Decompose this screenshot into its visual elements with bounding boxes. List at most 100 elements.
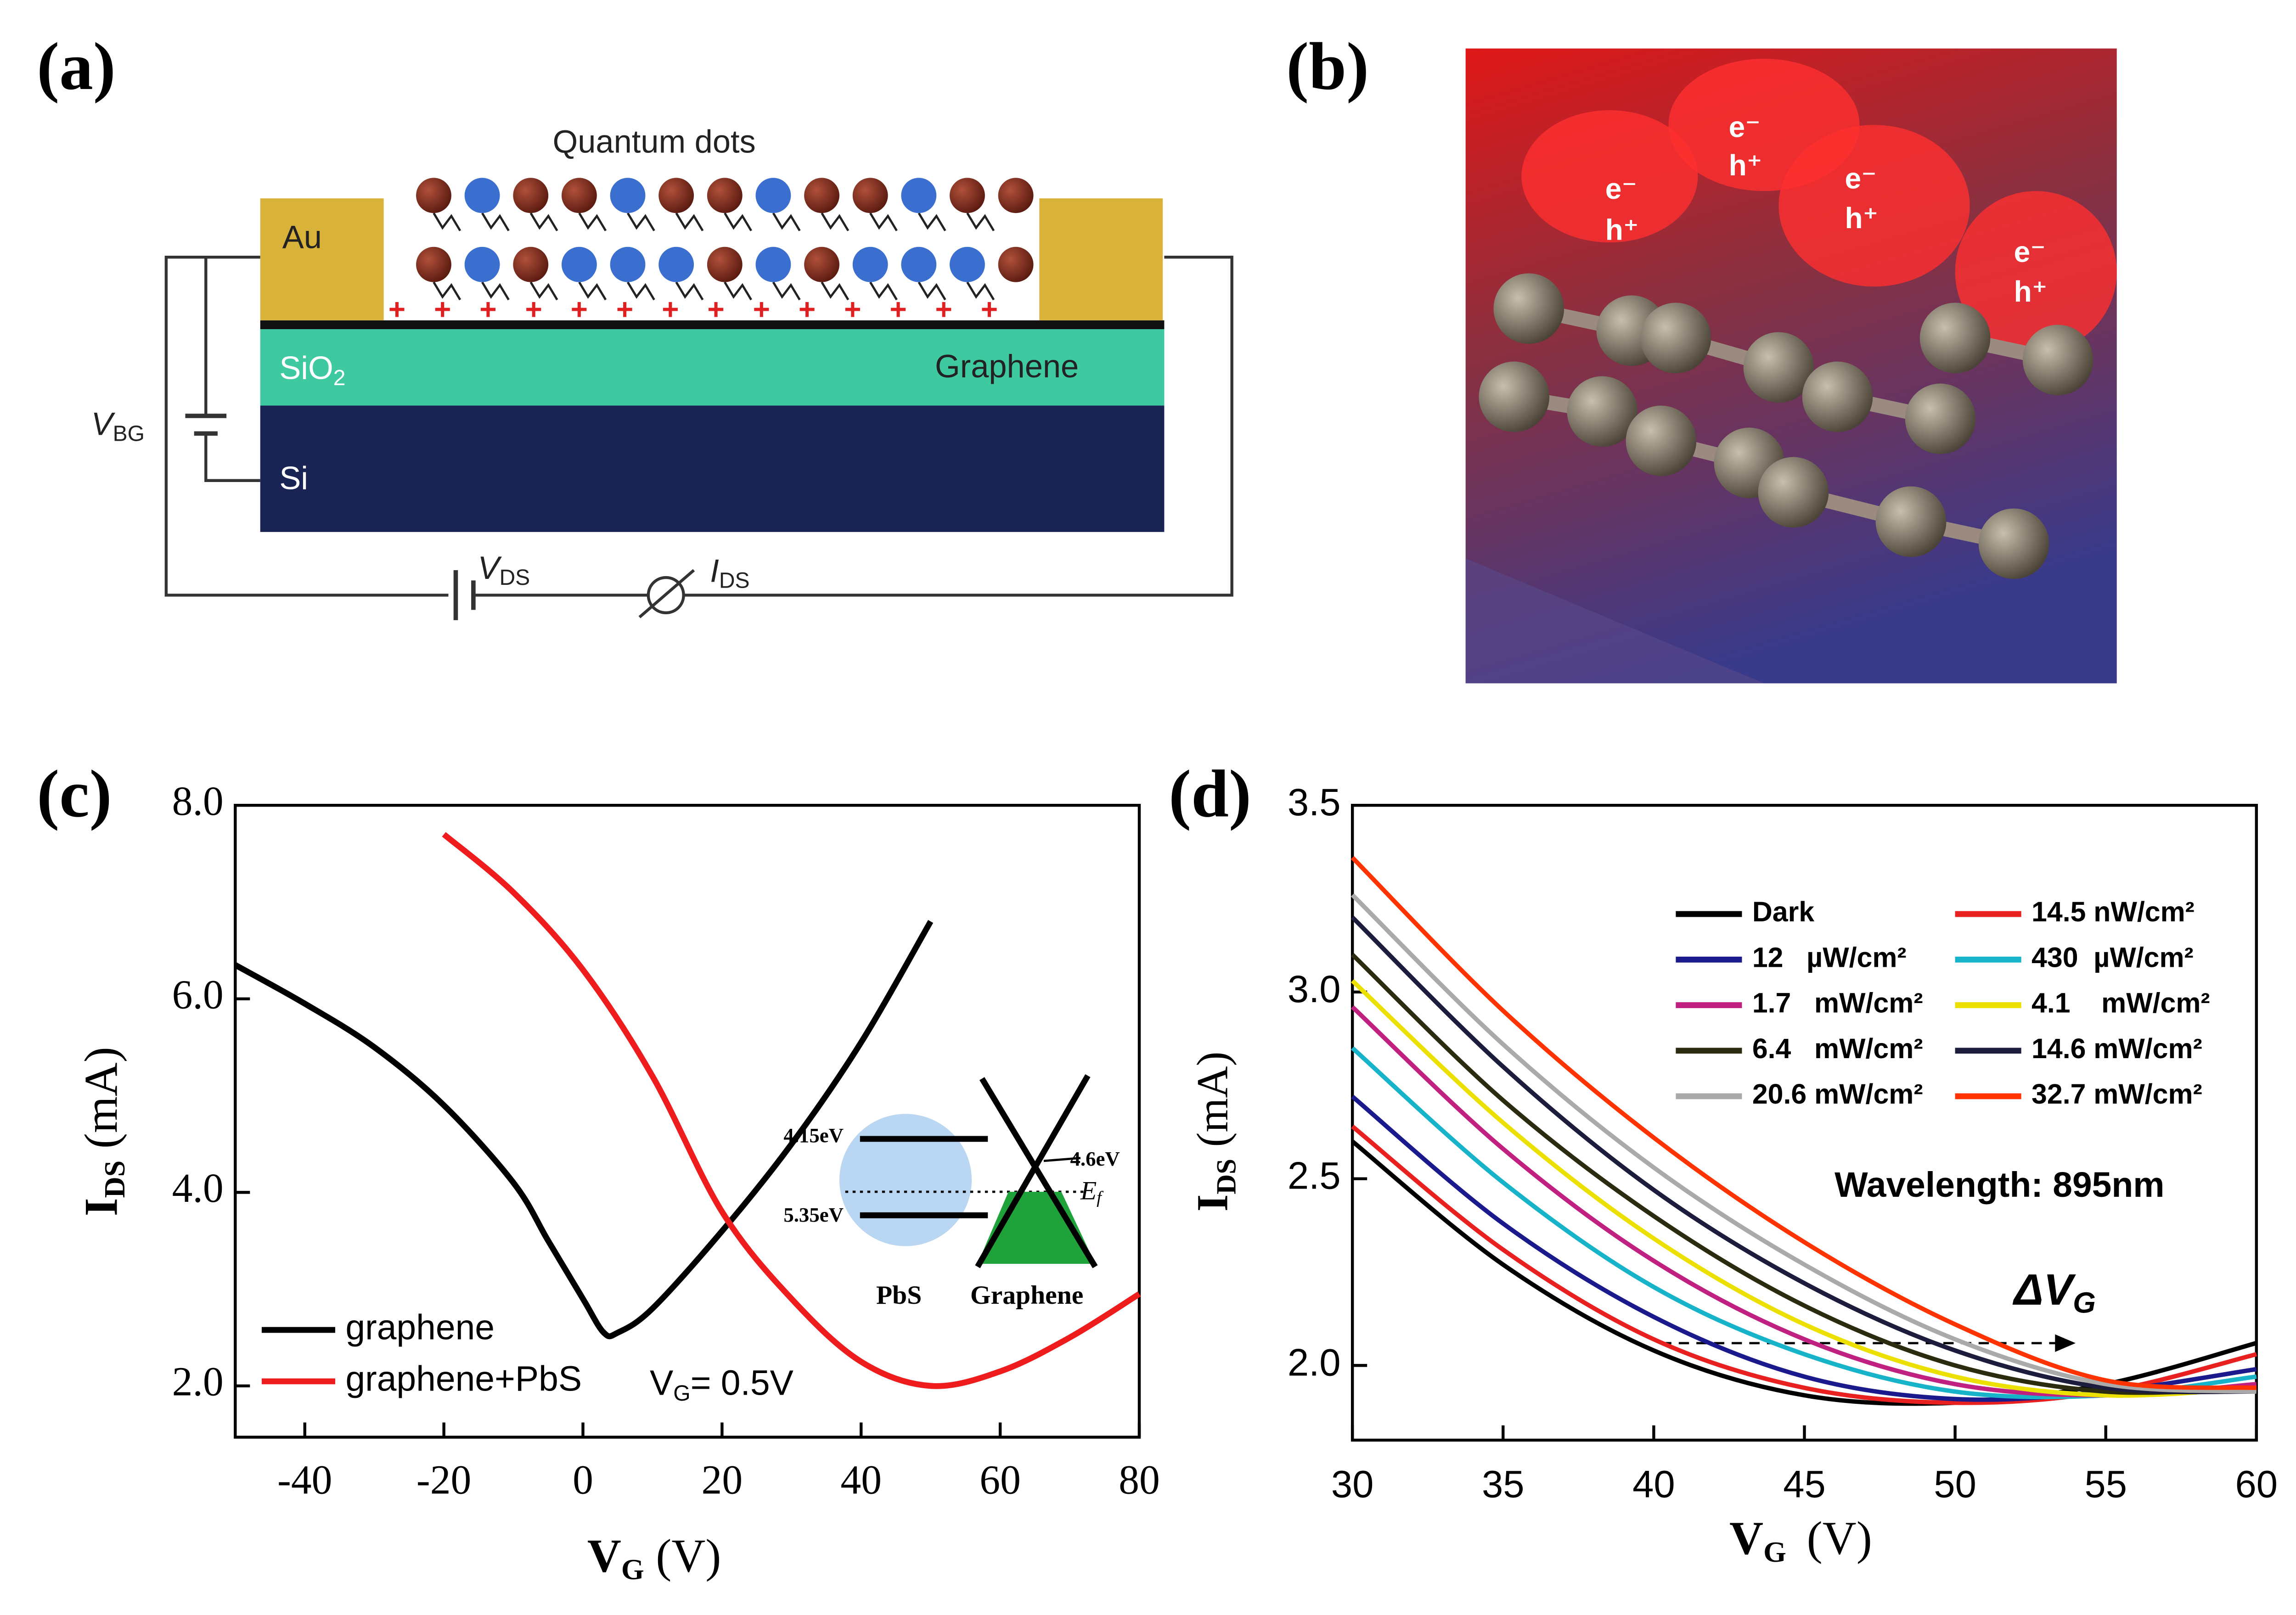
carrier: h⁺ <box>1845 202 1879 235</box>
atom <box>1875 486 1947 557</box>
series-line <box>442 832 1141 1389</box>
quantum-dot <box>561 178 597 213</box>
ligand <box>578 212 607 231</box>
charge: + <box>889 293 906 326</box>
device-schematic <box>164 255 1233 620</box>
x-tick-label: 0 <box>573 1458 593 1503</box>
wire <box>204 433 260 482</box>
y-tick-label: 2.0 <box>172 1359 224 1405</box>
x-tick-label: -20 <box>416 1458 471 1503</box>
quantum-dot <box>998 178 1034 213</box>
x-tick-label: 35 <box>1482 1463 1525 1505</box>
atom <box>1905 383 1976 454</box>
atom <box>1743 332 1814 403</box>
ligand <box>772 212 801 231</box>
panel-label: (a) <box>37 29 116 104</box>
ligand <box>821 212 850 231</box>
inset: 4.15eV 5.35eV 4.6eV Ef PbS Graphene <box>783 1074 1120 1310</box>
annotation: Wavelength: 895nm <box>1835 1165 2165 1205</box>
legend-label: 4.1 mW/cm² <box>2032 987 2210 1019</box>
ligand <box>481 212 510 231</box>
quantum-dot <box>707 178 743 213</box>
legend-label: 430 µW/cm² <box>2032 942 2194 973</box>
substrate <box>1465 558 1764 684</box>
carrier: e⁻ <box>1729 111 1761 144</box>
legend-label: 20.6 mW/cm² <box>1752 1078 1923 1110</box>
quantum-dot <box>804 247 839 282</box>
x-tick-label: 60 <box>979 1458 1021 1503</box>
x-tick-label: 40 <box>1632 1463 1675 1505</box>
label: Si <box>279 460 308 496</box>
x-tick-label: 55 <box>2084 1463 2127 1505</box>
quantum-dot <box>998 247 1034 282</box>
y-tick-label: 2.5 <box>1288 1155 1341 1197</box>
ammeter <box>647 576 685 615</box>
label: VDS <box>478 550 530 590</box>
wire <box>164 255 449 597</box>
legend-label: graphene+PbS <box>345 1359 582 1398</box>
ligand <box>675 281 704 301</box>
x-tick-label: 20 <box>702 1458 743 1503</box>
quantum-dot <box>950 178 985 213</box>
charge: + <box>434 293 451 326</box>
y-axis-label: IDS(mA) <box>1188 1051 1242 1211</box>
ligand <box>821 281 850 301</box>
atom <box>1493 273 1564 344</box>
atom <box>1758 457 1829 528</box>
carrier: h⁺ <box>2014 275 2048 308</box>
inset-label: Ef <box>1080 1177 1104 1207</box>
blob <box>1521 110 1698 243</box>
cone <box>975 1074 1091 1268</box>
x-tick-label: 80 <box>1119 1458 1160 1503</box>
quantum-dot <box>610 178 646 213</box>
quantum-dot <box>561 247 597 282</box>
charge: + <box>935 293 952 326</box>
chart: 30 35 40 45 50 55 60 2.0 2.5 3.0 3.5 Dark 14.5 nW/cm… <box>1288 781 2278 1505</box>
blob <box>1955 191 2117 353</box>
inset-label: Graphene <box>970 1281 1083 1310</box>
x-tick-label: 40 <box>840 1458 882 1503</box>
quantum-dot <box>804 178 839 213</box>
pbs-dot <box>839 1114 972 1246</box>
quantum-dot <box>464 178 500 213</box>
chart: -40 -20 0 20 40 60 80 2.0 4.0 6.0 8.0 graphene graph… <box>172 779 1160 1503</box>
si-layer <box>260 405 1165 532</box>
charge: + <box>571 293 588 326</box>
ligand <box>481 281 510 301</box>
quantum-dot <box>658 247 694 282</box>
au-electrode <box>1039 198 1163 320</box>
y-tick-label: 6.0 <box>172 972 224 1017</box>
quantum-dot <box>416 178 451 213</box>
y-axis-label: IDS(mA) <box>75 1047 131 1216</box>
ligand <box>869 212 898 231</box>
ligand <box>724 281 752 301</box>
label: Quantum dots <box>553 123 756 159</box>
panel-label: (d) <box>1169 756 1251 831</box>
quantum-dot <box>852 247 888 282</box>
ligand <box>529 281 558 301</box>
atom <box>1919 303 1991 374</box>
series-line <box>234 920 934 1340</box>
ligand <box>529 212 558 231</box>
ligand <box>675 212 704 231</box>
legend-label: 6.4 mW/cm² <box>1752 1033 1923 1064</box>
atoms <box>1479 273 2093 579</box>
y-tick-label: 8.0 <box>172 779 224 824</box>
series-line <box>1351 953 2257 1395</box>
ligand <box>433 281 461 301</box>
quantum-dot <box>852 178 888 213</box>
annotation: ΔVG <box>2013 1265 2096 1319</box>
series-line <box>1351 915 2257 1395</box>
charge: + <box>662 293 679 326</box>
arrow-head <box>2055 1334 2076 1352</box>
charge: + <box>753 293 770 326</box>
legend-label: 12 µW/cm² <box>1752 942 1907 973</box>
series-line <box>1351 893 2257 1394</box>
charge: + <box>799 293 816 326</box>
legend-label: Dark <box>1752 896 1814 927</box>
ligand <box>966 212 995 231</box>
y-tick-label: 2.0 <box>1288 1341 1341 1384</box>
legend-label: 14.6 mW/cm² <box>2032 1033 2202 1064</box>
x-tick-label: 50 <box>1934 1463 1976 1505</box>
atom <box>1626 405 1697 477</box>
